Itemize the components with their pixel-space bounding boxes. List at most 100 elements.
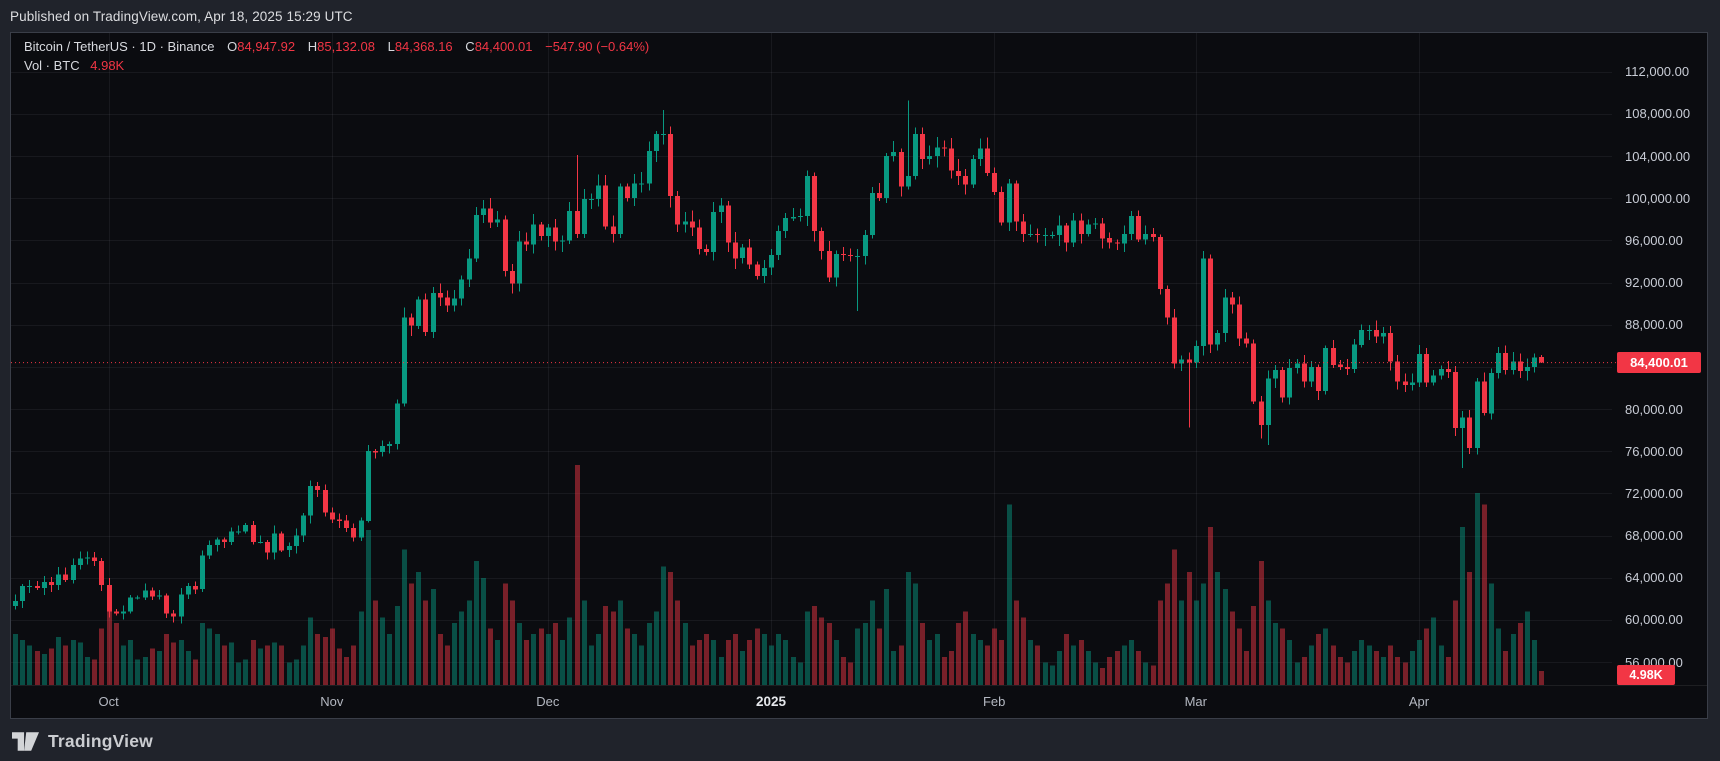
volume-bar xyxy=(222,645,227,685)
volume-bar xyxy=(524,639,529,685)
volume-bar xyxy=(481,577,486,685)
candle-body xyxy=(1079,220,1084,234)
candle-body xyxy=(863,235,868,257)
volume-bar xyxy=(589,645,594,685)
volume-bar xyxy=(963,611,968,685)
candle-body xyxy=(315,486,320,491)
candle-body xyxy=(1496,353,1501,374)
price-tick-label: 92,000.00 xyxy=(1625,275,1683,290)
volume-bar xyxy=(553,622,558,685)
candle-body xyxy=(1237,304,1242,339)
volume-bar xyxy=(978,639,983,685)
candle-body xyxy=(1467,417,1472,448)
volume-bar xyxy=(229,642,234,685)
candle-body xyxy=(1223,297,1228,334)
candle-body xyxy=(35,586,40,589)
candlestick-chart[interactable] xyxy=(11,33,1707,718)
candle-body xyxy=(539,224,544,237)
volume-bar xyxy=(387,634,392,685)
volume-bar xyxy=(323,637,328,685)
candle-body xyxy=(1187,359,1192,363)
candle-body xyxy=(978,148,983,160)
candle-body xyxy=(1403,381,1408,385)
volume-bar xyxy=(78,642,83,685)
volume-bar xyxy=(1158,600,1163,685)
volume-bar xyxy=(517,622,522,685)
volume-bar xyxy=(186,651,191,685)
candle-body xyxy=(402,317,407,404)
time-tick-label: Oct xyxy=(98,694,119,709)
candle-body xyxy=(452,298,457,306)
candle-body xyxy=(762,267,767,277)
volume-bar xyxy=(575,465,580,685)
tradingview-logo-icon[interactable] xyxy=(12,731,39,751)
volume-bar xyxy=(258,648,263,685)
candle-body xyxy=(697,227,702,249)
candle-body xyxy=(647,150,652,184)
candle-body xyxy=(1064,225,1069,243)
volume-bar xyxy=(431,589,436,685)
volume-bar xyxy=(1331,645,1336,685)
candle-body xyxy=(1129,216,1134,234)
volume-bar xyxy=(1287,639,1292,685)
volume-bar xyxy=(1115,651,1120,685)
volume-bar xyxy=(769,645,774,685)
candle-body xyxy=(1071,220,1076,243)
volume-bar xyxy=(42,654,47,685)
footer-brand-link[interactable]: TradingView xyxy=(12,728,153,754)
candle-body xyxy=(783,218,788,231)
candle-body xyxy=(445,297,450,306)
legend-volume-row: Vol · BTC 4.98K xyxy=(24,56,649,75)
volume-bar xyxy=(344,656,349,685)
volume-bar xyxy=(567,617,572,685)
candle-body xyxy=(1511,361,1516,370)
candle-body xyxy=(200,555,205,590)
candle-body xyxy=(711,211,716,252)
volume-bar xyxy=(179,639,184,685)
candle-body xyxy=(337,519,342,521)
volume-bar xyxy=(1302,656,1307,685)
volume-value: 4.98K xyxy=(90,58,125,73)
change-value: −547.90 (−0.64%) xyxy=(545,39,650,54)
candle-body xyxy=(71,565,76,580)
volume-bar xyxy=(1460,527,1465,685)
candle-body xyxy=(913,133,918,177)
candle-body xyxy=(819,230,824,251)
volume-bar xyxy=(1295,662,1300,685)
candle-body xyxy=(654,133,659,151)
candle-body xyxy=(1388,333,1393,362)
candle-body xyxy=(1410,382,1415,385)
volume-bar xyxy=(985,645,990,685)
volume-bar xyxy=(755,628,760,685)
candle-body xyxy=(1244,338,1249,344)
candle-body xyxy=(1194,345,1199,363)
price-tick-label: 76,000.00 xyxy=(1625,443,1683,459)
volume-bar xyxy=(1179,600,1184,685)
candle-body xyxy=(1251,343,1256,402)
candle-body xyxy=(1302,363,1307,382)
candle-body xyxy=(359,520,364,538)
candlestick-series xyxy=(13,100,1544,624)
volume-bar xyxy=(13,634,18,685)
candle-body xyxy=(1482,381,1487,414)
candle-body xyxy=(1518,361,1523,372)
candle-body xyxy=(510,270,515,284)
price-tick-label: 96,000.00 xyxy=(1625,232,1683,248)
volume-bar xyxy=(1403,662,1408,685)
published-bar: Published on TradingView.com, Apr 18, 20… xyxy=(10,7,353,27)
volume-bar xyxy=(668,572,673,685)
candle-body xyxy=(618,186,623,234)
volume-bar xyxy=(1511,634,1516,685)
candle-body xyxy=(827,250,832,278)
candle-body xyxy=(416,299,421,326)
candle-body xyxy=(999,191,1004,223)
volume-bar xyxy=(1367,645,1372,685)
candle-body xyxy=(1374,330,1379,337)
candle-body xyxy=(632,183,637,199)
volume-bar xyxy=(1309,645,1314,685)
volume-bar xyxy=(1151,665,1156,685)
volume-bar xyxy=(726,639,731,685)
volume-bar xyxy=(1338,656,1343,685)
volume-bar xyxy=(1143,662,1148,685)
volume-bar xyxy=(863,622,868,685)
